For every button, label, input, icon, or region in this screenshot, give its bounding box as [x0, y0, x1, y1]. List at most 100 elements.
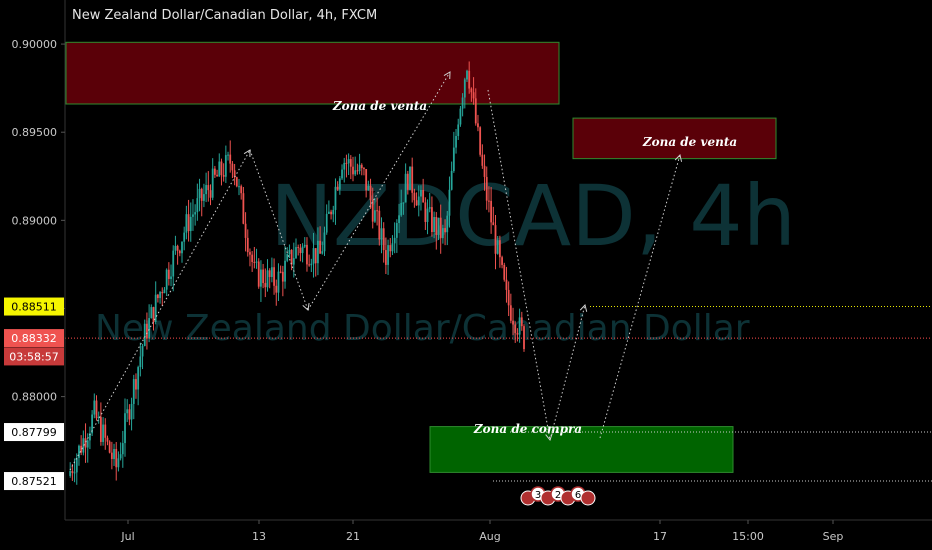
- candle-body: [389, 245, 392, 252]
- candle-body: [450, 171, 453, 190]
- candle-body: [220, 161, 223, 175]
- candle-body: [349, 159, 352, 167]
- candle-body: [518, 317, 521, 335]
- candle-body: [264, 283, 267, 288]
- candle-body: [470, 88, 473, 93]
- candle-body: [477, 123, 479, 128]
- zone-buy: [429, 426, 734, 473]
- candle-body: [102, 424, 104, 442]
- candle-body: [174, 245, 177, 251]
- candle-body: [483, 165, 486, 177]
- candle-body: [273, 267, 275, 286]
- candle-body: [481, 154, 484, 166]
- price-tag: [4, 329, 64, 348]
- projection-arrow-3-head: [443, 71, 451, 80]
- candle-body: [167, 269, 170, 279]
- candle-body: [257, 261, 260, 287]
- candle-body: [205, 185, 208, 195]
- y-tick-label: 0.89500: [12, 126, 58, 139]
- candle-body: [323, 232, 326, 252]
- candle-body: [496, 240, 499, 254]
- candle-body: [91, 414, 94, 434]
- candle-body: [428, 207, 431, 209]
- candle-body: [490, 200, 493, 223]
- candle-body: [246, 237, 249, 253]
- candle-body: [369, 185, 372, 201]
- candle-body: [512, 320, 514, 325]
- candle-body: [99, 417, 102, 442]
- candle-body: [295, 247, 297, 259]
- projection-arrow-5: [549, 304, 586, 441]
- candle-body: [352, 166, 354, 175]
- candle-body: [170, 276, 172, 279]
- overlays-layer: [65, 71, 932, 482]
- candle-body: [249, 252, 251, 255]
- candle-body: [235, 177, 238, 187]
- candle-body: [319, 240, 322, 254]
- price-tag-label: 0.88332: [11, 332, 57, 345]
- zones-layer: Zona de venta Zona de venta Zona de compra: [65, 41, 777, 473]
- price-tag: [4, 297, 64, 316]
- candle-body: [520, 317, 523, 327]
- candle-body: [240, 186, 243, 194]
- candle-body: [336, 186, 339, 190]
- x-tick-label: 15:00: [732, 530, 764, 543]
- price-tag-label: 0.88511: [11, 301, 57, 314]
- candle-body: [229, 154, 232, 164]
- candle-body: [516, 333, 519, 335]
- projection-arrow-1: [69, 149, 251, 471]
- candle-body: [488, 200, 490, 202]
- candle-body: [178, 250, 181, 254]
- candle-body: [113, 448, 115, 460]
- candle-body: [86, 440, 89, 448]
- candle-body: [233, 170, 236, 178]
- candle-body: [457, 124, 460, 137]
- candle-body: [343, 162, 346, 170]
- candle-body: [446, 215, 449, 233]
- candle-body: [187, 214, 190, 232]
- candle-body: [268, 270, 271, 277]
- candle-body: [224, 155, 227, 177]
- candle-body: [356, 170, 359, 172]
- candle-body: [139, 356, 142, 368]
- y-tick-label: 0.88000: [12, 391, 58, 404]
- candle-body: [176, 245, 179, 251]
- candle-body: [455, 136, 457, 148]
- watermark-symbol: NZDCAD, 4h: [270, 167, 796, 265]
- candle-body: [378, 210, 381, 240]
- event-badge-count: 2: [555, 490, 561, 501]
- watermark-name: New Zealand Dollar/Canadian Dollar: [95, 308, 750, 349]
- zone-label: Zona de venta: [332, 99, 427, 113]
- candle-body: [152, 307, 155, 323]
- candle-body: [82, 438, 85, 453]
- candle-body: [459, 108, 462, 125]
- candle-body: [73, 472, 76, 474]
- x-axis: Jul 13 21 Aug 17 15:00 Sep: [120, 520, 843, 543]
- candle-body: [84, 438, 87, 448]
- candle-body: [251, 254, 254, 262]
- candle-body: [108, 441, 111, 453]
- candle-body: [330, 211, 332, 215]
- candle-body: [393, 237, 396, 244]
- candle-body: [137, 367, 140, 390]
- candle-body: [135, 379, 137, 390]
- event-badges: 3 2 6: [520, 486, 596, 506]
- candle-body: [301, 246, 304, 254]
- candle-body: [299, 247, 302, 254]
- candle-body: [185, 214, 188, 233]
- candle-body: [437, 217, 440, 235]
- candle-body: [128, 409, 131, 420]
- x-tick-label: 13: [252, 530, 266, 543]
- candle-body: [417, 196, 420, 206]
- candle-body: [146, 323, 148, 339]
- x-tick-label: Aug: [479, 530, 500, 543]
- candle-body: [310, 263, 313, 266]
- candle-body: [286, 254, 289, 261]
- candle-body: [207, 185, 210, 191]
- candle-body: [444, 228, 446, 233]
- candle-body: [398, 215, 400, 224]
- candle-body: [292, 258, 295, 265]
- candle-body: [347, 159, 350, 164]
- candle-body: [365, 169, 368, 191]
